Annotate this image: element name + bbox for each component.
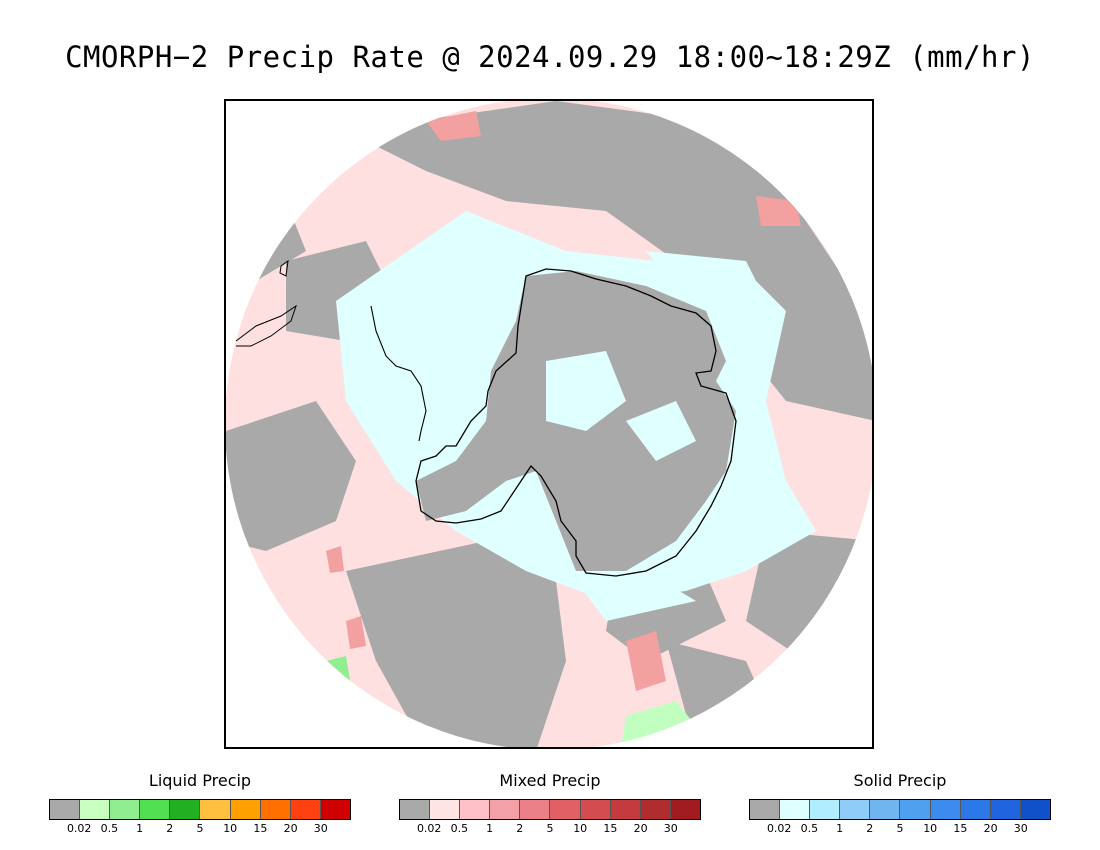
legend-mixed: Mixed Precip 0.02 0.5 1 2 5 10 15 20 30 — [399, 770, 701, 840]
legend-tick-label: 10 — [573, 822, 588, 835]
coastline — [415, 268, 737, 577]
legend-tick-label: 0.5 — [800, 822, 819, 835]
legend-tick-label: 2 — [866, 822, 874, 835]
legend-tick-label: 2 — [166, 822, 174, 835]
legend-swatch — [490, 800, 521, 819]
legend-tick-label: 30 — [663, 822, 678, 835]
legend-tick-label: 15 — [253, 822, 268, 835]
legend-swatch — [960, 800, 991, 819]
legend-ticks-solid: 0.02 0.5 1 2 5 10 15 20 30 — [749, 822, 1051, 838]
legend-tick-label: 15 — [603, 822, 618, 835]
legend-title-liquid: Liquid Precip — [148, 771, 252, 790]
legend-swatch — [580, 800, 611, 819]
legend-tick-label: 30 — [1013, 822, 1028, 835]
legend-swatch — [990, 800, 1021, 819]
legend-tick-label: 30 — [313, 822, 328, 835]
legend-swatch — [750, 800, 781, 819]
precip-map — [224, 99, 874, 749]
legend-solid: Solid Precip 0.02 0.5 1 2 5 10 15 20 30 — [749, 770, 1051, 840]
legend-swatch — [400, 800, 431, 819]
legend-tick-label: 0.5 — [450, 822, 469, 835]
legend-tick-label: 1 — [486, 822, 494, 835]
legend-tick-label: 5 — [196, 822, 204, 835]
legend-swatch — [140, 800, 171, 819]
legend-ticks-mixed: 0.02 0.5 1 2 5 10 15 20 30 — [399, 822, 701, 838]
legend-swatch — [230, 800, 261, 819]
legend-swatch — [870, 800, 901, 819]
legend-swatch — [110, 800, 141, 819]
legend-tick-label: 0.5 — [100, 822, 119, 835]
legend-swatch — [170, 800, 201, 819]
legend-swatch — [80, 800, 111, 819]
legend-tick-label: 2 — [516, 822, 524, 835]
legend-swatch — [550, 800, 581, 819]
legend-tick-label: 10 — [223, 822, 238, 835]
legend-tick-label: 20 — [283, 822, 298, 835]
legend-swatch — [200, 800, 231, 819]
legend-title-mixed: Mixed Precip — [499, 771, 601, 790]
precip-field — [226, 101, 872, 747]
legend-tick-label: 5 — [546, 822, 554, 835]
legend-swatch — [930, 800, 961, 819]
legend-swatch — [320, 800, 350, 819]
legend-swatch — [520, 800, 551, 819]
legend-swatch — [810, 800, 841, 819]
legend-tick-label: 20 — [633, 822, 648, 835]
legend-swatch — [1020, 800, 1050, 819]
legend-tick-label: 0.02 — [416, 822, 442, 835]
legend-ticks-liquid: 0.02 0.5 1 2 5 10 15 20 30 — [49, 822, 351, 838]
legend-swatch — [640, 800, 671, 819]
map-canvas — [226, 101, 872, 747]
legend-swatch — [430, 800, 461, 819]
legend-swatch — [610, 800, 641, 819]
legend-swatch — [840, 800, 871, 819]
legend-swatch — [670, 800, 700, 819]
legend-swatch — [290, 800, 321, 819]
legend-swatch — [260, 800, 291, 819]
legend-colorbar-liquid — [49, 799, 351, 820]
legend-tick-label: 0.02 — [766, 822, 792, 835]
legend-colorbar-solid — [749, 799, 1051, 820]
legend-tick-label: 15 — [953, 822, 968, 835]
legend-tick-label: 5 — [896, 822, 904, 835]
legend-colorbar-mixed — [399, 799, 701, 820]
legend-swatch — [900, 800, 931, 819]
legend-tick-label: 1 — [836, 822, 844, 835]
legend-tick-label: 1 — [136, 822, 144, 835]
legend-swatch — [780, 800, 811, 819]
legend-tick-label: 20 — [983, 822, 998, 835]
legend-title-solid: Solid Precip — [853, 771, 947, 790]
legend-liquid: Liquid Precip 0.02 0.5 1 2 5 10 15 20 30 — [49, 770, 351, 840]
legend-swatch — [460, 800, 491, 819]
legend-tick-label: 10 — [923, 822, 938, 835]
legend-swatch — [50, 800, 81, 819]
map-title: CMORPH−2 Precip Rate @ 2024.09.29 18:00~… — [65, 40, 1035, 74]
legend-tick-label: 0.02 — [66, 822, 92, 835]
south-america-coast — [235, 304, 297, 347]
